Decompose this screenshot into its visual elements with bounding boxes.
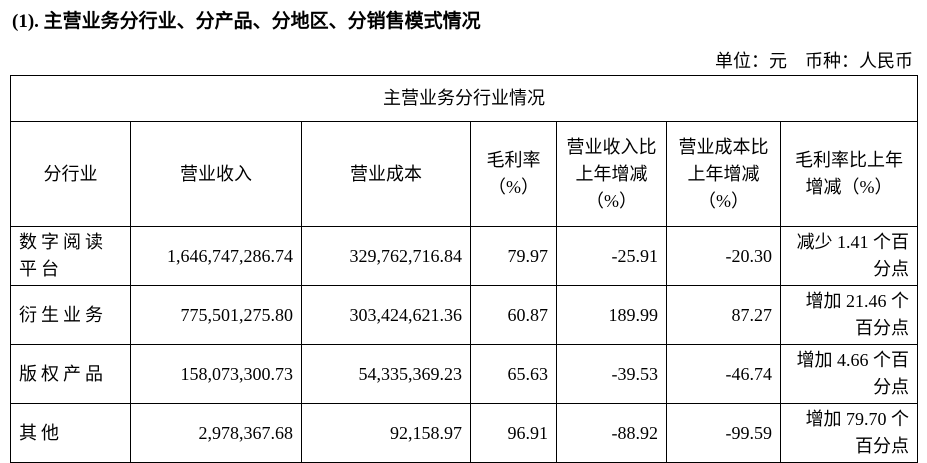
table-cell: 其他 bbox=[10, 403, 131, 463]
table-cell: -25.91 bbox=[556, 226, 667, 286]
table-cell: 增加 21.46 个百分点 bbox=[779, 285, 919, 345]
table-cell: 增加 79.70 个百分点 bbox=[779, 403, 919, 463]
table-cell: -88.92 bbox=[556, 403, 667, 463]
table-cell: 329,762,716.84 bbox=[301, 226, 471, 286]
table-cell: -46.74 bbox=[666, 344, 781, 404]
table-row: 其他 2,978,367.68 92,158.97 96.91 -88.92 -99.59… bbox=[10, 403, 919, 463]
table-cell: 1,646,747,286.74 bbox=[130, 226, 302, 286]
table-row: 衍生业务 775,501,275.80 303,424,621.36 60.87 189… bbox=[10, 285, 919, 345]
table-cell: 87.27 bbox=[666, 285, 781, 345]
table-cell: 2,978,367.68 bbox=[130, 403, 302, 463]
table-cell: 60.87 bbox=[470, 285, 557, 345]
table-cell: 减少 1.41 个百分点 bbox=[779, 226, 919, 286]
table-cell: -99.59 bbox=[666, 403, 781, 463]
table-cell: 96.91 bbox=[470, 403, 557, 463]
table-row: 分行业 营业收入 营业成本 毛利率（%） 营业收入比上年增减（%） 营业成本比上年增减（%… bbox=[10, 121, 919, 227]
table-cell: 增加 4.66 个百分点 bbox=[779, 344, 919, 404]
unit-note: 单位：元 币种：人民币 bbox=[715, 51, 913, 71]
table-cell: 189.99 bbox=[556, 285, 667, 345]
table-cell: -20.30 bbox=[666, 226, 781, 286]
section-title: (1). 主营业务分行业、分产品、分地区、分销售模式情况 bbox=[12, 11, 481, 32]
table-cell: 158,073,300.73 bbox=[130, 344, 302, 404]
table-cell: 79.97 bbox=[470, 226, 557, 286]
table-cell: 92,158.97 bbox=[301, 403, 471, 463]
table-row: 主营业务分行业情况 bbox=[9, 75, 919, 122]
column-header: 毛利率（%） bbox=[470, 121, 557, 227]
column-header: 分行业 bbox=[10, 121, 131, 227]
table-title: 主营业务分行业情况 bbox=[9, 75, 919, 122]
table-row: 数字阅读平台 1,646,747,286.74 329,762,716.84 79.9… bbox=[10, 226, 919, 286]
column-header: 营业成本比上年增减（%） bbox=[666, 121, 781, 227]
column-header: 毛利率比上年增减（%） bbox=[779, 121, 919, 227]
table-cell: 54,335,369.23 bbox=[301, 344, 471, 404]
table: 主营业务分行业情况 分行业 营业收入 营业成本 毛利率（%） 营业收入比上年增减（%） 营业… bbox=[9, 75, 919, 463]
table-cell: 775,501,275.80 bbox=[130, 285, 302, 345]
column-header: 营业成本 bbox=[301, 121, 471, 227]
table-cell: 数字阅读平台 bbox=[10, 226, 131, 286]
column-header: 营业收入 bbox=[130, 121, 302, 227]
table-cell: 衍生业务 bbox=[10, 285, 131, 345]
table-cell: 版权产品 bbox=[10, 344, 131, 404]
table-cell: -39.53 bbox=[556, 344, 667, 404]
column-header: 营业收入比上年增减（%） bbox=[556, 121, 667, 227]
table-cell: 65.63 bbox=[470, 344, 557, 404]
table-row: 版权产品 158,073,300.73 54,335,369.23 65.63 -39.… bbox=[10, 344, 919, 404]
table-cell: 303,424,621.36 bbox=[301, 285, 471, 345]
